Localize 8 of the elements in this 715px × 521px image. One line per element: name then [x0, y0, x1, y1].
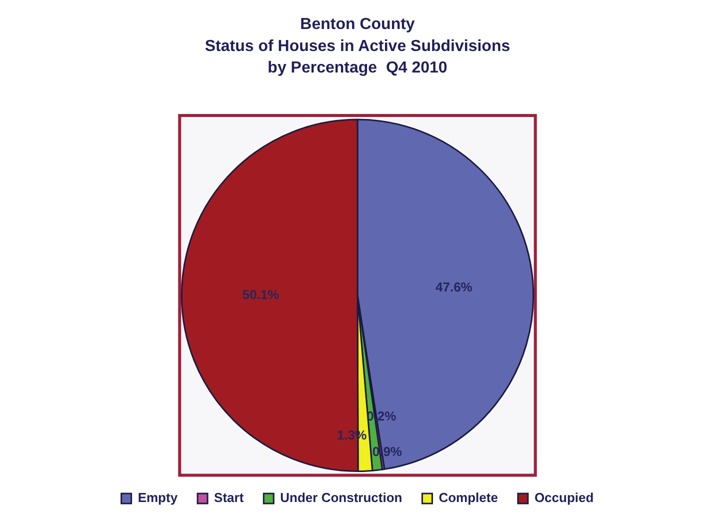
legend-label: Empty — [138, 490, 178, 506]
legend-label: Complete — [438, 490, 498, 506]
data-label: 47.6% — [435, 280, 473, 295]
legend-label: Start — [214, 490, 244, 506]
data-label: 50.1% — [242, 287, 280, 302]
chart-title: Benton County Status of Houses in Active Subdivisions by Percentage Q4 2010 — [204, 16, 510, 76]
legend-label: Under Construction — [280, 490, 402, 506]
legend-label: Occupied — [534, 490, 594, 506]
